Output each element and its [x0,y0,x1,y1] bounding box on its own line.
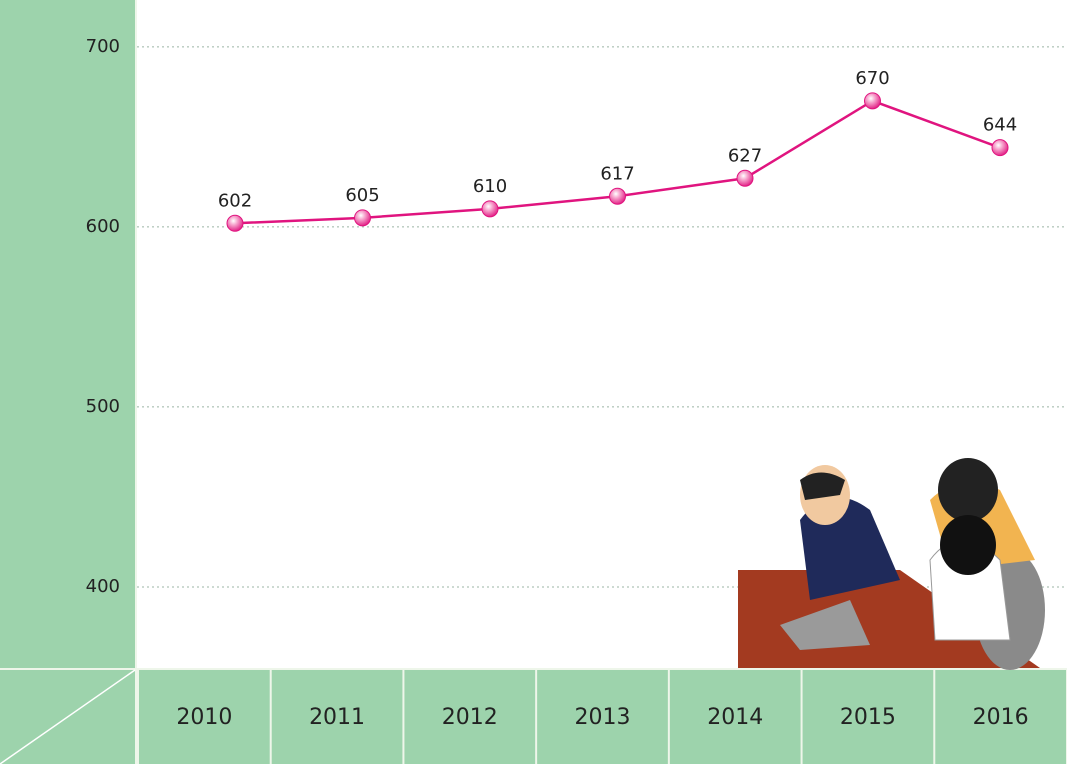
x-tick-label: 2016 [973,705,1029,730]
value-label: 670 [855,68,889,89]
value-label: 605 [345,185,379,206]
category-cell [669,670,801,764]
point [609,187,626,205]
x-tick-label: 2015 [840,705,896,730]
category-cell [404,670,536,764]
category-cell [139,670,270,764]
x-tick-label: 2012 [442,705,498,730]
header-diagonal [0,669,136,764]
value-label: 602 [218,190,252,211]
category-cell [271,670,403,764]
value-label: 617 [600,163,634,184]
y-tick-label: 600 [86,216,120,237]
y-tick-label: 700 [86,36,120,57]
point [991,139,1009,157]
y-tick-label: 400 [86,576,120,597]
value-label: 627 [728,145,762,166]
value-label: 644 [983,115,1017,136]
y-tick-label: 500 [86,396,120,417]
axis-panel [0,0,135,668]
point [481,200,499,218]
plot-area [137,0,1067,668]
x-tick-label: 2014 [707,705,763,730]
value-label: 610 [473,176,507,197]
point [736,169,754,187]
point [226,214,244,232]
x-tick-label: 2011 [309,705,365,730]
x-tick-label: 2010 [176,705,232,730]
x-tick-label: 2013 [575,705,631,730]
category-cell [935,670,1066,764]
category-cell [802,670,934,764]
point [354,209,371,227]
point [864,92,881,110]
illustration [738,458,1045,670]
category-cell [537,670,668,764]
